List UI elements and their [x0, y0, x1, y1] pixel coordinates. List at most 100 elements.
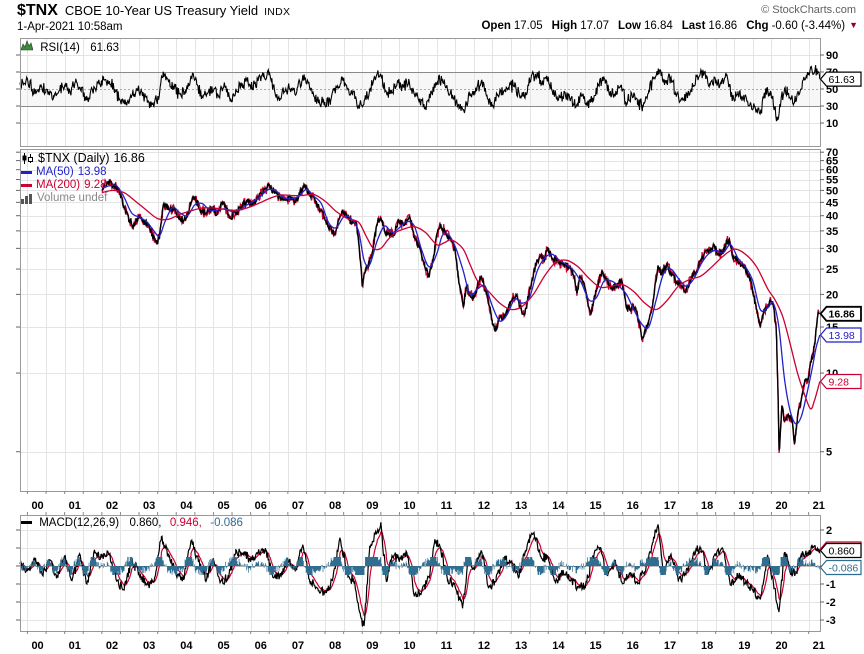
quote-line: Open 17.05 High 17.07 Low 16.84 Last 16.86 Chg -0…: [481, 20, 858, 32]
macd-sep: ,: [158, 517, 162, 529]
svg-text:30: 30: [826, 243, 838, 255]
rsi-legend-value: 61.63: [90, 42, 120, 54]
svg-text:15: 15: [589, 500, 601, 512]
svg-text:10: 10: [403, 500, 415, 512]
ma50-line-icon: [21, 171, 32, 174]
svg-text:05: 05: [217, 500, 229, 512]
svg-text:16: 16: [627, 640, 639, 652]
svg-text:90: 90: [826, 50, 838, 62]
svg-text:01: 01: [69, 500, 81, 512]
svg-text:30: 30: [826, 101, 838, 113]
svg-text:16.86: 16.86: [829, 309, 855, 321]
svg-text:55: 55: [826, 175, 838, 187]
svg-text:17: 17: [664, 640, 676, 652]
ma200-legend-value: 9.28: [84, 179, 107, 191]
high-value: 17.07: [580, 20, 609, 32]
svg-text:04: 04: [180, 500, 193, 512]
svg-text:21: 21: [813, 500, 825, 512]
svg-text:13: 13: [515, 640, 527, 652]
svg-text:10: 10: [403, 640, 415, 652]
svg-text:45: 45: [826, 197, 838, 209]
svg-text:61.63: 61.63: [829, 74, 855, 86]
svg-text:14: 14: [552, 640, 565, 652]
svg-text:70: 70: [826, 147, 838, 159]
svg-text:-3: -3: [826, 615, 836, 627]
svg-text:40: 40: [826, 211, 838, 223]
symbol-name: CBOE 10-Year US Treasury Yield: [64, 3, 259, 18]
svg-text:20: 20: [775, 640, 787, 652]
rsi-panel: 907050301061.63: [16, 38, 862, 147]
svg-text:-2: -2: [826, 597, 836, 609]
svg-text:00: 00: [31, 500, 43, 512]
svg-text:11: 11: [441, 500, 453, 512]
svg-text:09: 09: [366, 500, 378, 512]
svg-text:02: 02: [106, 500, 118, 512]
svg-text:00: 00: [31, 640, 43, 652]
svg-text:03: 03: [143, 640, 155, 652]
ma50-legend-label: MA(50): [36, 166, 74, 178]
svg-text:17: 17: [664, 500, 676, 512]
svg-text:06: 06: [255, 640, 267, 652]
macd-line-icon: [21, 521, 32, 525]
svg-text:06: 06: [255, 500, 267, 512]
ma200-legend-label: MA(200): [36, 179, 81, 191]
svg-text:10: 10: [826, 118, 838, 130]
macd-histogram: [20, 557, 821, 575]
macd-hist-value: -0.086: [210, 517, 243, 529]
last-label: Last: [681, 20, 706, 32]
macd-legend: MACD(12,26,9) 0.860, 0.946, -0.086: [21, 517, 243, 530]
ma200-line-icon: [21, 184, 32, 187]
svg-text:04: 04: [180, 640, 193, 652]
svg-text:13.98: 13.98: [829, 330, 855, 342]
volume-bars-icon: [21, 193, 32, 204]
rsi-area-icon: [21, 40, 33, 51]
svg-text:05: 05: [217, 640, 229, 652]
high-label: High: [551, 20, 578, 32]
svg-text:20: 20: [775, 500, 787, 512]
svg-text:5: 5: [826, 447, 832, 459]
svg-text:08: 08: [329, 640, 341, 652]
chg-label: Chg: [746, 20, 769, 32]
low-value: 16.84: [643, 20, 673, 32]
x-axis-labels-bottom: 00 01 02 03 04 05 06 07 08 09 10 11 12 13 14 15 16 17 18 19…: [31, 640, 824, 652]
x-axis-labels-middle: 00 01 02 03 04 05 06 07 08 09 10 11 12 13 14 15 16 17 18 19…: [31, 500, 824, 512]
svg-text:50: 50: [826, 185, 838, 197]
price-line: [101, 179, 820, 451]
chg-value: -0.60 (-3.44%): [771, 20, 846, 32]
price-downticks: [101, 177, 820, 454]
symbol: $TNX: [17, 2, 58, 19]
svg-text:13: 13: [515, 500, 527, 512]
svg-text:03: 03: [143, 500, 155, 512]
svg-text:14: 14: [552, 500, 565, 512]
ma50-legend-value: 13.98: [77, 166, 107, 178]
svg-text:08: 08: [329, 500, 341, 512]
svg-text:19: 19: [738, 500, 750, 512]
svg-text:12: 12: [478, 500, 490, 512]
svg-text:19: 19: [738, 640, 750, 652]
svg-text:11: 11: [441, 640, 453, 652]
open-value: 17.05: [513, 20, 543, 32]
copyright: © StockCharts.com: [761, 4, 856, 16]
svg-text:01: 01: [69, 640, 81, 652]
price-legend-title: $TNX (Daily): [38, 151, 110, 165]
open-label: Open: [481, 20, 511, 32]
svg-text:18: 18: [701, 500, 713, 512]
rsi-line: [19, 65, 821, 122]
svg-text:-1: -1: [826, 579, 836, 591]
macd-panel: 210-1-2-30.9460.860-0.086: [16, 512, 862, 634]
svg-text:16: 16: [627, 500, 639, 512]
svg-text:21: 21: [813, 640, 825, 652]
svg-text:20: 20: [826, 289, 838, 301]
svg-text:02: 02: [106, 640, 118, 652]
svg-text:09: 09: [366, 640, 378, 652]
svg-text:50: 50: [826, 84, 838, 96]
macd-sep2: ,: [198, 517, 202, 529]
rsi-legend-label: RSI(14): [40, 42, 80, 54]
ma200-line: [101, 189, 821, 410]
svg-text:07: 07: [292, 500, 304, 512]
macd-line: [19, 522, 821, 627]
svg-text:07: 07: [292, 640, 304, 652]
svg-text:60: 60: [826, 165, 838, 177]
svg-text:2: 2: [826, 525, 832, 537]
svg-text:-0.086: -0.086: [829, 562, 859, 574]
